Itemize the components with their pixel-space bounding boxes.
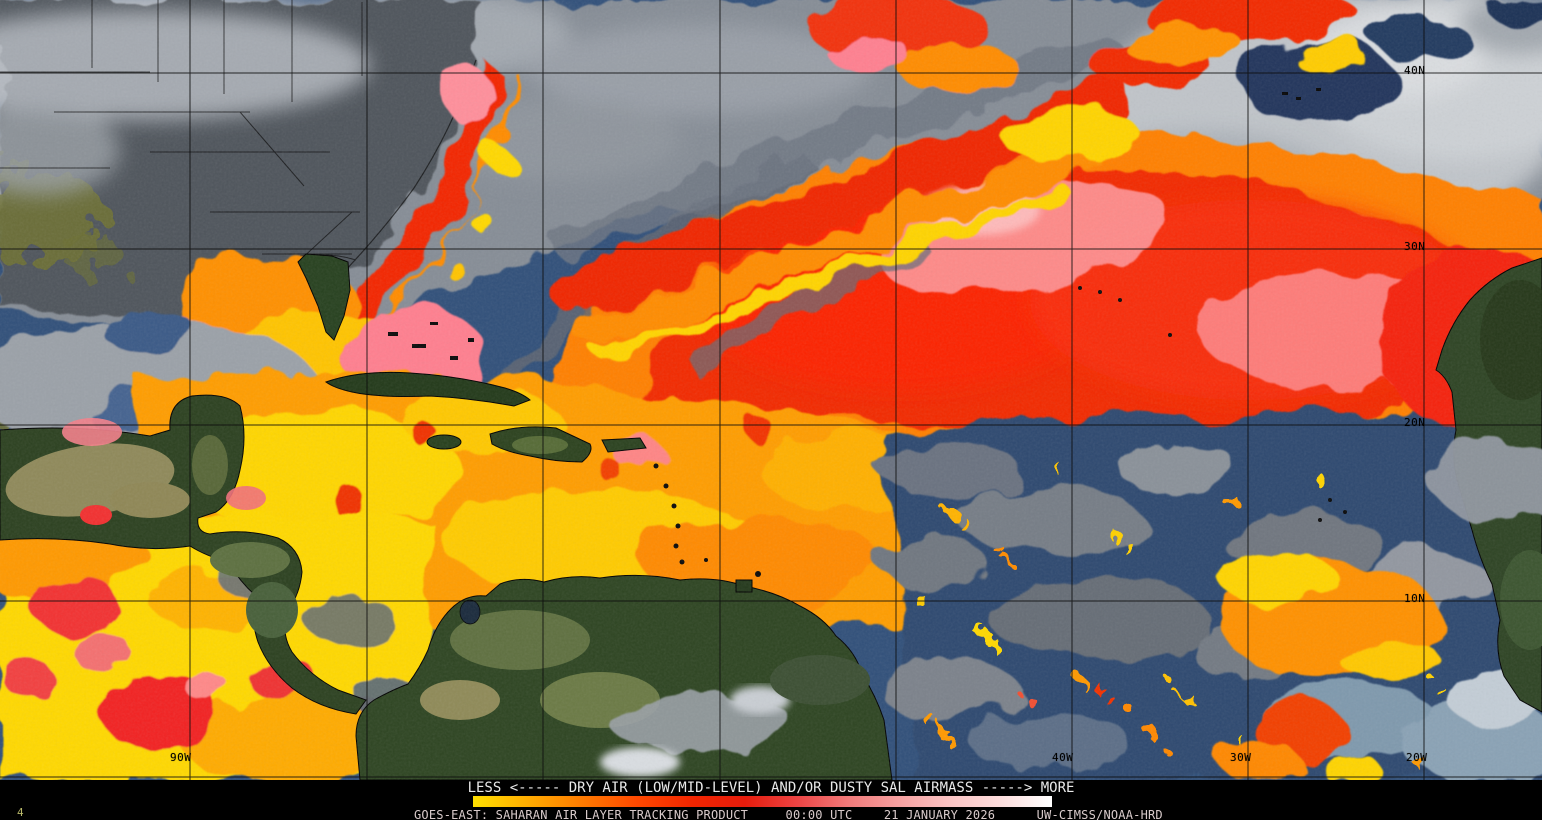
grid-label-30n: 30N [1404,240,1426,253]
legend-bar: LESS <----- DRY AIR (LOW/MID-LEVEL) AND/… [0,780,1542,820]
grid-label-10n: 10N [1404,592,1426,605]
product-source-label: GOES-EAST: SAHARAN AIR LAYER TRACKING PR… [414,808,749,820]
legend-caption: LESS <----- DRY AIR (LOW/MID-LEVEL) AND/… [467,780,1075,796]
satellite-map: 40N 30N 20N 10N 90W 40W 30W 20W [0,0,1542,780]
grid-label-30w: 30W [1230,751,1252,764]
grid-label-20w: 20W [1406,751,1428,764]
product-credit: UW-CIMSS/NOAA-HRD [1036,808,1163,820]
grain-overlay [0,0,1542,780]
grid-label-20n: 20N [1404,416,1426,429]
grid-label-40w: 40W [1052,751,1074,764]
legend-gradient-bar [473,796,1052,807]
grid-label-40n: 40N [1404,64,1426,77]
product-date: 21 JANUARY 2026 [883,808,996,820]
latlon-grid [0,0,1542,780]
satellite-composite-art [0,0,1542,780]
product-time: 00:00 UTC [785,808,853,820]
product-info-line: GOES-EAST: SAHARAN AIR LAYER TRACKING PR… [414,809,1163,820]
frame-number: 4 [17,806,24,819]
grid-label-90w: 90W [170,751,192,764]
